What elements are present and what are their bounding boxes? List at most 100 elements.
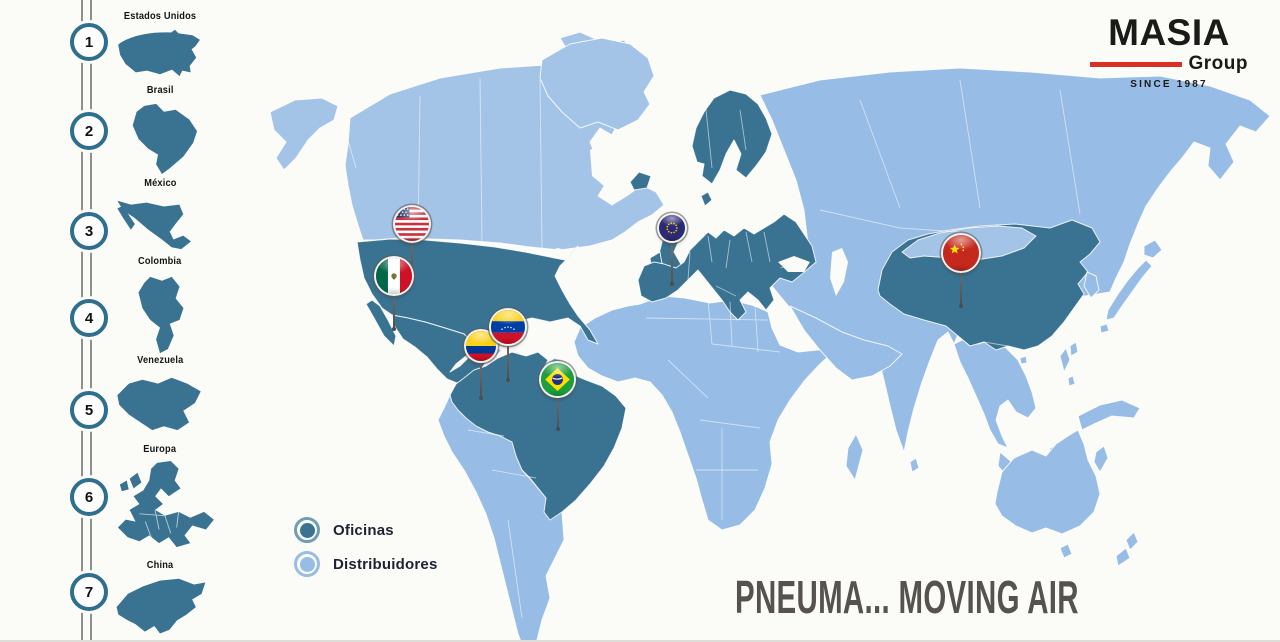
- usa-flag-pin[interactable]: [395, 207, 429, 241]
- sidebar-label: Europa: [143, 443, 177, 455]
- timeline-number-3: 3: [70, 212, 108, 250]
- colombia-flag-pin[interactable]: [466, 331, 496, 361]
- mexico-silhouette: [117, 200, 191, 250]
- great-lakes: [546, 248, 572, 260]
- china-flag: [943, 235, 979, 271]
- offices-label: Oficinas: [333, 521, 394, 539]
- scandinavia-shape: [691, 89, 773, 185]
- china-pin-tip: [959, 304, 963, 308]
- sidebar-item-china: China: [98, 555, 222, 640]
- colombia-venezuela-brazil-shape: [449, 351, 627, 521]
- sidebar-item-brasil: Brasil: [98, 80, 222, 176]
- denmark-shape: [700, 191, 713, 207]
- sidebar-item-venezuela: Venezuela: [98, 350, 222, 434]
- philippines: [1059, 347, 1076, 387]
- venezuela-pin-tip: [506, 378, 510, 382]
- europe-mainland-shape: [637, 213, 817, 321]
- country-borders: [337, 77, 1081, 619]
- brazil-silhouette: [132, 103, 198, 175]
- europe-silhouette: [117, 460, 214, 548]
- new-zealand: [1115, 531, 1139, 567]
- sidebar-label: Venezuela: [136, 354, 184, 366]
- mexico-flag: [376, 258, 412, 294]
- mexico-pin-stem: [393, 276, 395, 329]
- timeline-number-6: 6: [70, 478, 108, 516]
- baja-california: [365, 299, 397, 347]
- mexico-flag-pin[interactable]: [376, 258, 412, 294]
- usa-flag: [395, 207, 429, 241]
- venezuela-pin-stem: [507, 327, 509, 380]
- usa-pin-tip: [410, 276, 414, 280]
- region-north-lands: [269, 31, 665, 363]
- brazil-pin-stem: [557, 380, 559, 429]
- logo-red-bar: [1090, 61, 1182, 67]
- caspian-sea: [830, 248, 848, 296]
- sidebar-label: México: [143, 177, 177, 189]
- africa-shape: [573, 295, 839, 531]
- black-sea: [778, 256, 810, 272]
- sidebar-item-europa: Europa: [98, 439, 222, 551]
- logo-group-text: Group: [1188, 53, 1248, 74]
- australia-shape: [994, 429, 1101, 535]
- masia-group-logo: MASIA Group SINCE 1987: [1090, 14, 1248, 90]
- tasmania: [1059, 543, 1073, 559]
- indochina-shape: [953, 337, 1037, 449]
- sri-lanka: [909, 457, 920, 473]
- madagascar-shape: [845, 433, 864, 481]
- colombia-pin-tip: [479, 396, 483, 400]
- logo-since-text: SINCE 1987: [1130, 79, 1208, 90]
- brazil-flag-pin[interactable]: [541, 363, 574, 396]
- japan-shape: [1099, 239, 1163, 334]
- eu-flag: [659, 215, 685, 241]
- hainan: [1019, 355, 1028, 365]
- colombia-flag: [466, 331, 496, 361]
- logo-wordmark: MASIA: [1108, 12, 1230, 53]
- legend-offices-row: Oficinas: [294, 517, 394, 543]
- world-map: [269, 31, 1271, 640]
- sidebar-item-mexico: México: [98, 173, 222, 253]
- legend-distributors-row: Distribuidores: [294, 551, 437, 577]
- offices-swatch-icon: [294, 517, 320, 543]
- inland-seas: [546, 142, 848, 296]
- eu-pin-tip: [670, 282, 674, 286]
- timeline-number-7: 7: [70, 573, 108, 611]
- usa-pin-stem: [411, 224, 413, 278]
- brazil-pin-tip: [556, 427, 560, 431]
- sidebar-label: Brasil: [146, 84, 174, 96]
- new-guinea: [1077, 399, 1141, 431]
- colombia-pin-stem: [480, 346, 482, 398]
- china-pin-stem: [960, 253, 962, 306]
- greenland-shape: [539, 37, 655, 131]
- distributors-swatch-icon: [294, 551, 320, 577]
- mexico-pin-tip: [392, 327, 396, 331]
- venezuela-flag-pin[interactable]: [491, 310, 525, 344]
- venezuela-silhouette: [117, 377, 201, 431]
- sidebar-item-colombia: Colombia: [98, 251, 222, 357]
- taiwan: [1069, 341, 1079, 357]
- sidebar-item-estados-unidos: Estados Unidos: [98, 6, 222, 78]
- iceland-shape: [629, 171, 652, 191]
- arabia-shape: [789, 305, 903, 381]
- sidebar-label: Colombia: [138, 255, 182, 267]
- usa-silhouette: [118, 29, 200, 77]
- brazil-flag: [541, 363, 574, 396]
- timeline-number-5: 5: [70, 391, 108, 429]
- china-silhouette: [116, 578, 206, 634]
- alaska-shape: [269, 97, 339, 171]
- distributors-label: Distribuidores: [333, 555, 438, 573]
- korea-shape: [1083, 271, 1100, 299]
- timeline-number-1: 1: [70, 23, 108, 61]
- eu-flag-pin[interactable]: [659, 215, 685, 241]
- china-flag-pin[interactable]: [943, 235, 979, 271]
- timeline-number-2: 2: [70, 112, 108, 150]
- baltic-sea: [734, 186, 758, 216]
- sidebar-label: China: [146, 559, 174, 571]
- colombia-silhouette: [138, 276, 184, 354]
- sidebar-label: Estados Unidos: [123, 10, 197, 22]
- venezuela-flag: [491, 310, 525, 344]
- hudson-bay: [590, 142, 620, 186]
- tagline-text: PNEUMA... MOVING AIR: [735, 571, 1079, 623]
- timeline-number-4: 4: [70, 299, 108, 337]
- eu-pin-stem: [671, 228, 673, 284]
